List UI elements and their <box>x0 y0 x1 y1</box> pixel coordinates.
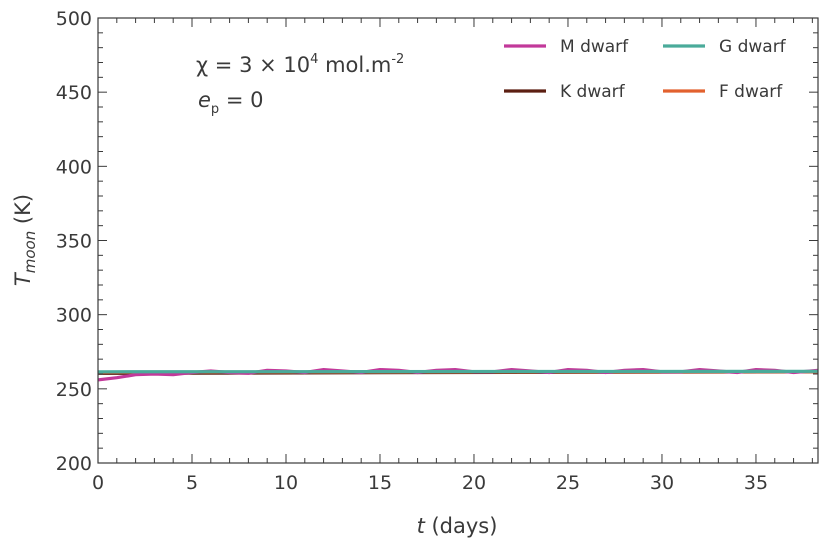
annotation-line-1: χ = 3 × 104 mol.m-2 <box>196 52 404 77</box>
y-tick-label: 500 <box>56 8 92 30</box>
axes-group <box>97 17 819 464</box>
x-tick-label: 30 <box>650 472 674 494</box>
x-axis-label: t (days) <box>417 514 498 538</box>
x-tick-label: 25 <box>556 472 580 494</box>
legend-label: F dwarf <box>719 82 783 102</box>
y-tick-label: 350 <box>56 231 92 253</box>
y-tick-label: 400 <box>56 156 92 178</box>
annotation-line-2: ep = 0 <box>198 88 264 117</box>
y-tick-label: 300 <box>56 305 92 327</box>
ticks-group: 0 5 10 15 20 25 30 35 200 250 300 350 400 450 500 <box>56 8 818 494</box>
legend-label: M dwarf <box>560 37 629 57</box>
legend-item-k-dwarf: K dwarf <box>504 82 626 102</box>
legend-item-g-dwarf: G dwarf <box>663 37 787 57</box>
x-tick-label: 35 <box>744 472 768 494</box>
y-tick-label: 200 <box>56 453 92 475</box>
plot-frame <box>97 17 819 464</box>
legend: M dwarf G dwarf K dwarf F dwarf <box>504 37 787 102</box>
y-tick-label: 450 <box>56 82 92 104</box>
x-tick-label: 5 <box>186 472 198 494</box>
y-tick-label: 250 <box>56 379 92 401</box>
x-tick-label: 20 <box>462 472 486 494</box>
legend-label: G dwarf <box>719 37 787 57</box>
legend-item-f-dwarf: F dwarf <box>663 82 783 102</box>
x-tick-label: 15 <box>368 472 392 494</box>
x-tick-label: 0 <box>92 472 104 494</box>
legend-label: K dwarf <box>560 82 626 102</box>
x-tick-label: 10 <box>274 472 298 494</box>
series-group <box>98 368 818 382</box>
annotation: χ = 3 × 104 mol.m-2 ep = 0 <box>196 52 404 117</box>
legend-item-m-dwarf: M dwarf <box>504 37 629 57</box>
series-line-g-dwarf <box>98 369 818 374</box>
y-axis-label: Tmoon (K) <box>11 194 39 286</box>
